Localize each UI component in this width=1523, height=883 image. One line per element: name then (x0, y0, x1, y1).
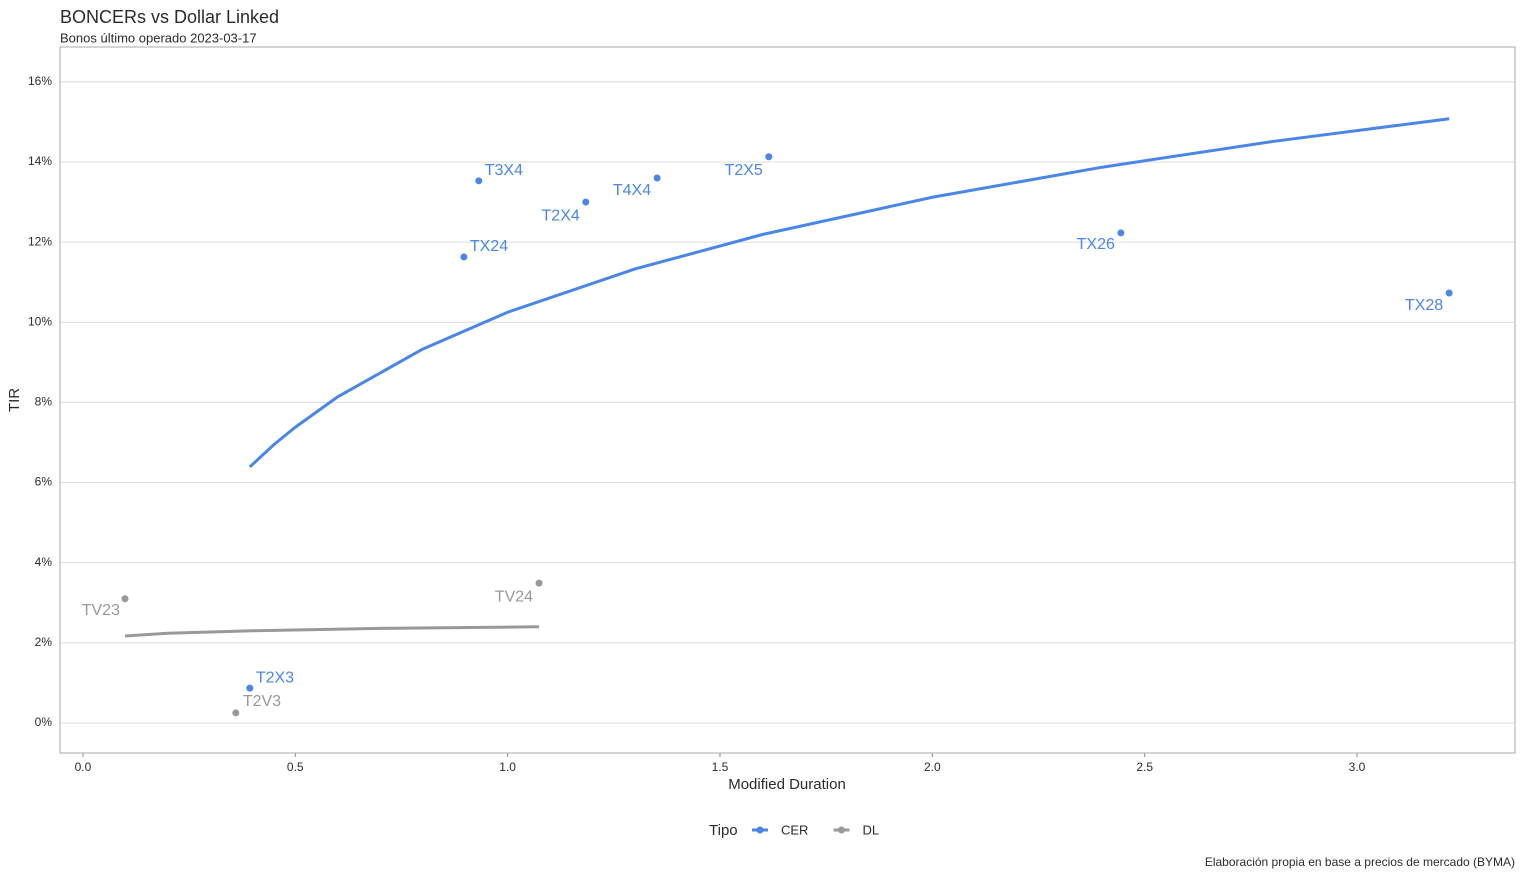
point (653, 174, 661, 182)
legend-label: DL (862, 822, 879, 837)
x-tick-label: 2.0 (924, 760, 941, 774)
point-label: TV23 (82, 602, 120, 619)
legend-key-point (837, 826, 845, 834)
y-tick-label: 16% (28, 74, 52, 88)
point-label: TV24 (495, 588, 533, 605)
point-label: TX24 (470, 238, 508, 255)
point (1117, 229, 1125, 237)
point (232, 709, 240, 717)
legend-label: CER (781, 822, 808, 837)
y-axis-label: TIR (6, 388, 23, 412)
x-tick-label: 3.0 (1349, 760, 1366, 774)
point (1445, 289, 1453, 297)
point (475, 177, 483, 185)
x-tick-label: 0.5 (287, 760, 304, 774)
chart-title: BONCERs vs Dollar Linked (60, 7, 279, 27)
y-tick-label: 10% (28, 314, 52, 328)
point (765, 153, 773, 161)
x-tick-label: 2.5 (1136, 760, 1153, 774)
legend-title: Tipo (709, 822, 738, 839)
caption: Elaboración propia en base a precios de … (1205, 855, 1515, 869)
y-tick-label: 8% (35, 395, 53, 409)
point-label: T4X4 (613, 182, 651, 199)
x-tick-label: 1.0 (499, 760, 516, 774)
y-tick-label: 14% (28, 154, 52, 168)
trend-line (248, 117, 1450, 469)
x-tick-label: 0.0 (75, 760, 92, 774)
point-label: T2X5 (725, 162, 763, 179)
y-tick-label: 6% (35, 475, 53, 489)
trend-line (124, 625, 540, 638)
panel-border (59, 46, 1516, 754)
point-label: T2V3 (243, 693, 281, 710)
point (121, 595, 129, 603)
point (460, 253, 468, 261)
point (246, 684, 254, 692)
point-label: TX28 (1405, 297, 1443, 314)
point-label: T3X4 (485, 162, 523, 179)
point (535, 579, 543, 587)
point-label: T2X3 (256, 669, 294, 686)
y-tick-label: 2% (35, 635, 53, 649)
point-label: T2X4 (542, 207, 580, 224)
legend-key-point (756, 826, 764, 834)
point (582, 198, 590, 206)
point-label: TX26 (1077, 236, 1115, 253)
chart-subtitle: Bonos último operado 2023-03-17 (60, 30, 257, 45)
x-axis-label: Modified Duration (728, 776, 846, 793)
y-tick-label: 12% (28, 234, 52, 248)
y-tick-label: 0% (35, 715, 53, 729)
y-tick-label: 4% (35, 555, 53, 569)
x-tick-label: 1.5 (712, 760, 729, 774)
